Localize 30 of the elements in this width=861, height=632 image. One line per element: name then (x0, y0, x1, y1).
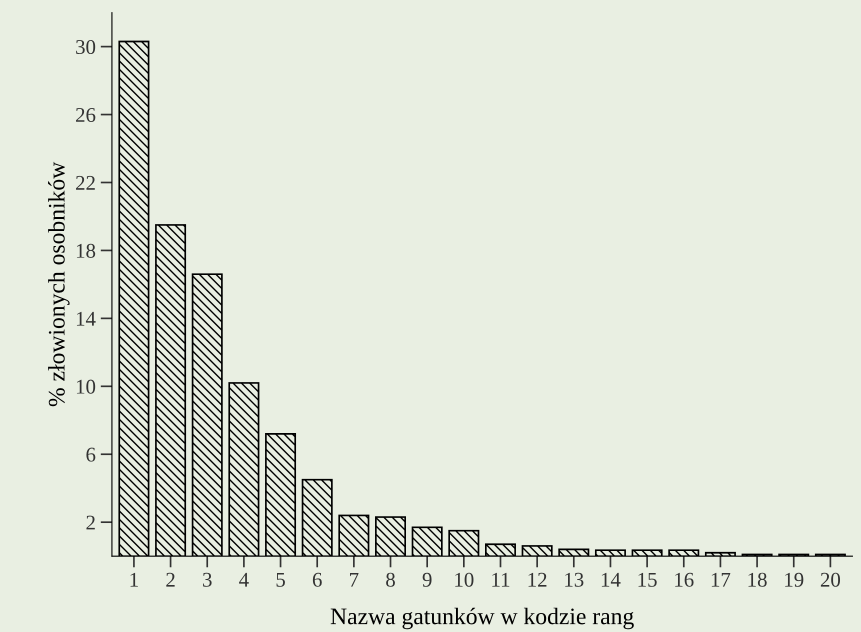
y-axis-title: % złowionych osobników (48, 162, 70, 406)
x-axis-title: Nazwa gatunków w kodzie rang (330, 608, 634, 630)
x-tick-label: 9 (422, 572, 432, 587)
x-tick-label: 16 (675, 572, 694, 587)
y-tick-label: 18 (76, 244, 96, 258)
x-tick-label: 13 (565, 572, 584, 587)
x-tick-label: 11 (492, 572, 510, 587)
y-tick-label: 26 (76, 108, 96, 122)
y-tick-label: 22 (76, 176, 95, 190)
x-tick-label: 18 (748, 572, 767, 587)
y-tick-label: 6 (86, 448, 96, 462)
x-tick-label: 1 (130, 572, 138, 587)
x-tick-label: 19 (785, 572, 804, 587)
x-tick-label: 17 (712, 572, 730, 587)
x-tick-label: 6 (312, 572, 322, 587)
y-tick-label: 14 (76, 312, 96, 326)
y-tick-label: 30 (76, 40, 96, 54)
x-tick-label: 12 (528, 572, 546, 587)
x-tick-label: 2 (166, 572, 175, 587)
y-tick-label: 2 (86, 516, 95, 530)
x-tick-label: 7 (350, 572, 358, 587)
x-tick-label: 3 (203, 572, 212, 587)
x-tick-label: 8 (386, 572, 395, 587)
x-tick-label: 4 (239, 572, 249, 587)
x-tick-label: 5 (276, 572, 285, 587)
x-tick-label: 15 (638, 572, 657, 587)
x-tick-label: 14 (602, 572, 621, 587)
x-tick-label: 20 (820, 572, 840, 587)
y-tick-label: 10 (76, 380, 96, 394)
x-tick-label: 10 (455, 572, 474, 587)
